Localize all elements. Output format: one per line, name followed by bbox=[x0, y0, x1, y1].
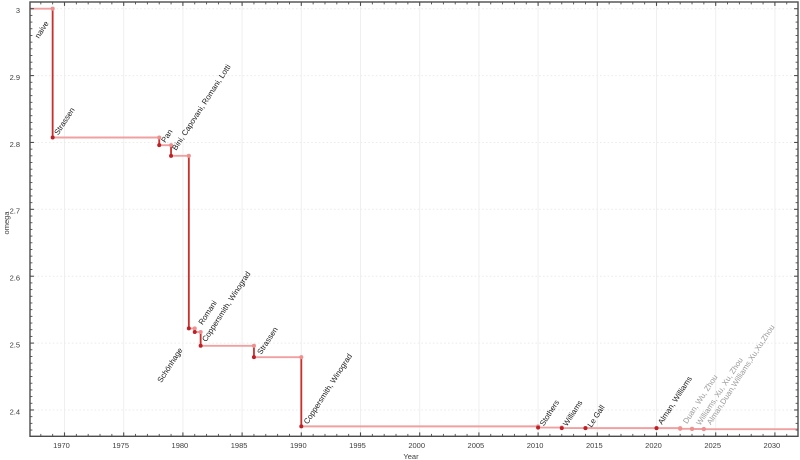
svg-text:1995: 1995 bbox=[349, 441, 366, 450]
svg-text:2005: 2005 bbox=[468, 441, 485, 450]
svg-text:2.4: 2.4 bbox=[10, 407, 20, 416]
svg-text:1970: 1970 bbox=[53, 441, 70, 450]
svg-text:2.9: 2.9 bbox=[10, 73, 20, 82]
svg-text:2015: 2015 bbox=[586, 441, 603, 450]
svg-text:Year: Year bbox=[403, 452, 419, 460]
svg-text:2030: 2030 bbox=[764, 441, 781, 450]
svg-text:3: 3 bbox=[16, 6, 20, 15]
svg-text:1985: 1985 bbox=[231, 441, 248, 450]
svg-text:omega: omega bbox=[2, 211, 11, 235]
svg-text:2.8: 2.8 bbox=[10, 140, 20, 149]
svg-text:2025: 2025 bbox=[704, 441, 721, 450]
svg-text:1975: 1975 bbox=[112, 441, 129, 450]
svg-text:2.5: 2.5 bbox=[10, 340, 20, 349]
svg-text:2.6: 2.6 bbox=[10, 274, 20, 283]
svg-text:1980: 1980 bbox=[172, 441, 189, 450]
svg-text:2020: 2020 bbox=[645, 441, 662, 450]
svg-text:2010: 2010 bbox=[527, 441, 544, 450]
svg-text:1990: 1990 bbox=[290, 441, 307, 450]
svg-text:2000: 2000 bbox=[408, 441, 425, 450]
svg-text:2.7: 2.7 bbox=[10, 207, 20, 216]
